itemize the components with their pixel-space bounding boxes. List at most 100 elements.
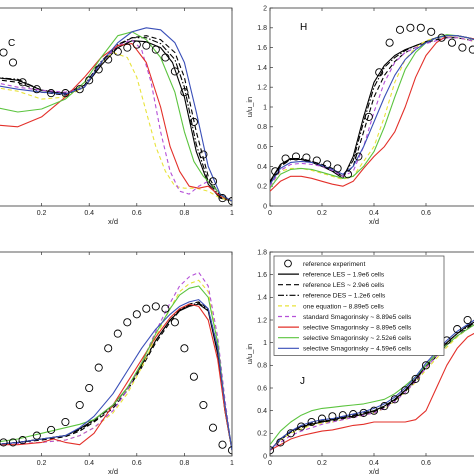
experiment-point <box>463 315 472 325</box>
experiment-point <box>32 431 41 440</box>
experiment-point <box>364 112 373 121</box>
series-line-ref_les2 <box>0 35 232 202</box>
x-tick-label: 0.2 <box>37 210 47 217</box>
experiment-point <box>218 194 227 203</box>
experiment-point <box>317 414 327 423</box>
experiment-point <box>142 41 151 50</box>
experiment-point <box>297 422 306 431</box>
experiment-point <box>227 197 232 206</box>
y-tick-label: 0.8 <box>257 124 267 131</box>
y-tick-label: 1.2 <box>257 317 267 324</box>
experiment-point <box>411 374 420 383</box>
x-tick-label: 1 <box>230 460 234 467</box>
experiment-point <box>385 38 394 47</box>
y-tick-label: 1 <box>263 340 267 347</box>
experiment-point <box>142 304 151 313</box>
axes-frame <box>0 7 233 207</box>
experiment-point <box>151 45 160 54</box>
x-axis-label: x/d <box>369 467 379 474</box>
series-line-std_smag <box>0 39 232 202</box>
panel-0: 0.2 0.4 0.6 0.8 1 x/d C <box>0 7 234 226</box>
x-tick-label: 0.2 <box>317 210 327 217</box>
experiment-point <box>328 412 337 421</box>
experiment-point <box>302 153 311 162</box>
experiment-point <box>437 33 446 42</box>
x-tick-label: 0.2 <box>317 460 327 467</box>
experiment-point <box>61 417 70 427</box>
experiment-point <box>180 344 189 353</box>
y-tick-label: 1 <box>263 104 267 111</box>
x-tick-label: 0.4 <box>84 210 94 217</box>
experiment-point <box>271 167 280 176</box>
experiment-point <box>161 304 170 313</box>
panel-label: H <box>300 22 307 33</box>
x-tick-label: 0 <box>268 460 272 467</box>
legend: reference experiment reference LES ~ 1.9e… <box>273 255 445 356</box>
series-line-std_smag <box>270 37 474 187</box>
experiment-point <box>0 438 8 447</box>
experiment-point <box>104 55 113 64</box>
y-tick-label: 0.2 <box>257 184 267 191</box>
panel-1: 0 0.2 0.4 0.6 0 0.2 0.4 0.6 0.8 1 1.2 1.4 1.6 1.8 2 x/d… <box>245 5 474 226</box>
experiment-point <box>447 38 457 47</box>
experiment-point <box>312 156 321 165</box>
legend-label: selective Smagorinsky ~ 8.89e5 cells <box>303 325 412 332</box>
experiment-point <box>227 446 232 455</box>
experiment-point <box>85 383 94 393</box>
experiment-point <box>390 395 399 404</box>
experiment-point <box>170 67 179 76</box>
legend-label: selective Smagorinsky ~ 2.52e6 cells <box>303 335 412 342</box>
x-tick-label: 0.6 <box>421 210 431 217</box>
experiment-point <box>189 372 198 381</box>
experiment-point <box>94 65 103 74</box>
experiment-point <box>199 400 208 410</box>
y-tick-label: 1.4 <box>257 295 267 302</box>
experiment-point <box>421 361 431 370</box>
y-tick-label: 0.8 <box>257 363 267 370</box>
experiment-point <box>61 89 70 98</box>
x-tick-label: 0.4 <box>84 460 94 467</box>
y-tick-label: 1.4 <box>257 65 267 72</box>
series-line-sel_smag1 <box>0 303 232 451</box>
experiment-point <box>123 43 132 52</box>
x-axis-label: x/d <box>108 217 118 226</box>
series-group <box>0 271 232 455</box>
series-line-sel_smag1 <box>0 43 232 202</box>
experiment-point <box>343 170 353 179</box>
panel-label: J <box>300 376 305 387</box>
y-tick-label: 0.6 <box>257 144 267 151</box>
experiment-point <box>208 177 218 186</box>
series-line-one_eq <box>0 279 232 451</box>
experiment-point <box>113 329 122 338</box>
experiment-point <box>47 425 56 434</box>
experiment-point <box>281 154 290 163</box>
legend-label: selective Smagorinsky ~ 4.59e6 cells <box>303 346 412 353</box>
experiment-point <box>359 408 368 417</box>
legend-label: reference DES ~ 1.2e6 cells <box>303 293 386 300</box>
experiment-point <box>307 417 316 427</box>
experiment-point <box>338 411 347 420</box>
series-line-sel_smag1 <box>270 35 474 192</box>
x-tick-label: 1 <box>230 210 234 217</box>
x-tick-label: 0.6 <box>132 210 142 217</box>
legend-label: standard Smagorinsky ~ 8.89e5 cells <box>303 314 412 321</box>
legend-label: reference experiment <box>303 261 365 268</box>
y-tick-label: 0.4 <box>257 408 267 415</box>
y-axis-label: u/u_in <box>245 97 254 117</box>
series-line-sel_smag3 <box>270 35 474 185</box>
experiment-point <box>113 47 122 56</box>
y-tick-label: 1.6 <box>257 272 267 279</box>
legend-label: one equation ~ 8.89e5 cells <box>303 303 385 310</box>
x-tick-label: 0.4 <box>369 460 379 467</box>
experiment-point <box>323 160 332 169</box>
experiment-point <box>416 23 425 32</box>
experiment-point <box>453 325 462 334</box>
experiment-point <box>291 152 301 161</box>
experiment-point <box>218 440 227 449</box>
experiment-point <box>104 344 113 353</box>
series-line-ref_les2 <box>0 301 232 451</box>
legend-marker-experiment <box>284 259 292 268</box>
x-tick-label: 0.8 <box>180 460 190 467</box>
y-tick-label: 1.8 <box>257 249 267 256</box>
